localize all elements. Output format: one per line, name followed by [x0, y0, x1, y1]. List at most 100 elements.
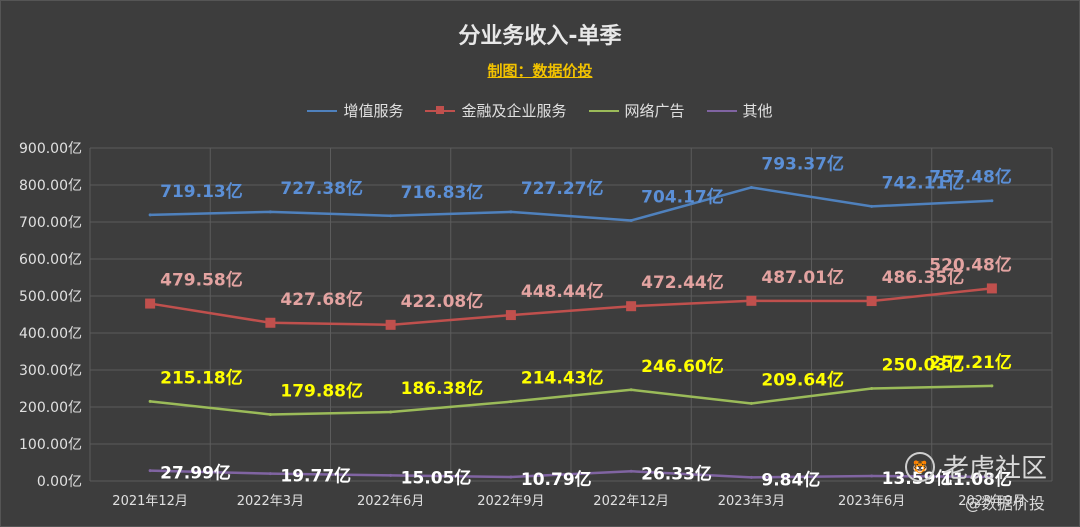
- legend-entry: 网络广告: [588, 100, 685, 121]
- data-point: [148, 469, 152, 473]
- data-label: 727.38亿: [280, 178, 363, 199]
- data-point: [268, 412, 272, 416]
- data-point: [509, 210, 513, 214]
- data-label: 727.27亿: [521, 178, 604, 199]
- y-tick-label: 800.00亿: [19, 178, 82, 194]
- data-label: 9.84亿: [761, 469, 820, 490]
- data-label: 10.79亿: [521, 469, 592, 490]
- y-tick-label: 300.00亿: [19, 363, 82, 379]
- x-tick-label: 2022年9月: [477, 494, 544, 509]
- legend-entry: 金融及企业服务: [425, 100, 567, 121]
- data-point: [870, 204, 874, 208]
- data-point: [148, 399, 152, 403]
- data-label: 422.08亿: [401, 291, 484, 312]
- data-label: 472.44亿: [641, 272, 724, 293]
- x-tick-label: 2023年3月: [718, 494, 785, 509]
- x-tick-label: 2022年12月: [593, 494, 669, 509]
- legend-label: 金融及企业服务: [461, 102, 567, 120]
- data-label: 719.13亿: [160, 181, 243, 202]
- data-label: 246.60亿: [641, 356, 724, 377]
- data-point: [389, 410, 393, 414]
- y-tick-label: 100.00亿: [19, 437, 82, 453]
- data-point: [629, 469, 633, 473]
- watermark-logo: 🐯 老虎社区: [905, 448, 1047, 485]
- data-point: [870, 386, 874, 390]
- data-label: 716.83亿: [401, 182, 484, 203]
- legend-label: 网络广告: [624, 102, 685, 120]
- data-label: 27.99亿: [160, 463, 231, 484]
- y-tick-label: 400.00亿: [19, 326, 82, 342]
- series-line: [149, 384, 992, 416]
- legend-swatch: [706, 109, 737, 112]
- data-label: 186.38亿: [401, 378, 484, 399]
- data-point: [148, 213, 152, 217]
- legend-swatch: [307, 109, 338, 112]
- data-label: 19.77亿: [280, 466, 351, 487]
- series-line: [150, 469, 992, 479]
- data-label: 257.21亿: [929, 352, 1012, 373]
- data-point: [629, 218, 633, 222]
- legend-swatch: [425, 105, 456, 114]
- legend-swatch: [588, 109, 619, 112]
- y-tick-label: 200.00亿: [19, 400, 82, 416]
- data-point: [749, 475, 753, 479]
- legend-entry: 其他: [706, 100, 773, 121]
- data-label: 742.11亿: [882, 172, 965, 193]
- data-point: [268, 210, 272, 214]
- x-tick-label: 2022年6月: [357, 494, 424, 509]
- data-label: 486.35亿: [882, 267, 965, 288]
- data-point: [505, 310, 516, 321]
- data-point: [265, 317, 276, 328]
- data-point: [509, 400, 513, 404]
- data-point: [990, 199, 994, 203]
- data-point: [746, 295, 757, 306]
- data-point: [749, 185, 753, 189]
- data-label: 757.48亿: [929, 167, 1012, 188]
- data-point: [749, 401, 753, 405]
- data-label: 215.18亿: [160, 367, 243, 388]
- data-point: [629, 388, 633, 392]
- legend-label: 增值服务: [343, 102, 404, 120]
- data-label: 26.33亿: [641, 463, 712, 484]
- y-tick-label: 700.00亿: [19, 215, 82, 231]
- legend-label: 其他: [742, 102, 773, 120]
- y-tick-label: 900.00亿: [19, 141, 82, 157]
- data-label: 427.68亿: [280, 289, 363, 310]
- data-label: 487.01亿: [761, 267, 844, 288]
- data-point: [509, 475, 513, 479]
- data-point: [986, 283, 997, 294]
- data-label: 520.48亿: [929, 254, 1012, 275]
- data-label: 179.88亿: [280, 380, 363, 401]
- watermark-brand: 老虎社区: [943, 454, 1048, 484]
- data-point: [990, 475, 994, 479]
- data-label: 793.37亿: [761, 153, 844, 174]
- data-point: [626, 301, 637, 312]
- data-point: [866, 296, 877, 307]
- chart-subtitle: 制图：数据价投: [487, 62, 593, 80]
- data-point: [389, 214, 393, 218]
- y-tick-label: 600.00亿: [19, 252, 82, 268]
- x-tick-label: 2023年6月: [838, 494, 905, 509]
- data-label: 704.17亿: [641, 186, 724, 207]
- y-tick-label: 0.00亿: [37, 474, 82, 490]
- data-point: [268, 472, 272, 476]
- chart-title: 分业务收入-单季: [458, 24, 622, 49]
- legend-entry: 增值服务: [307, 100, 403, 121]
- data-point: [990, 384, 994, 388]
- series-line: [150, 186, 992, 222]
- data-label: 214.43亿: [521, 368, 604, 389]
- data-label: 448.44亿: [521, 281, 604, 302]
- y-tick-label: 500.00亿: [19, 289, 82, 305]
- data-point: [870, 474, 874, 478]
- chart-legend: 增值服务 金融及企业服务 网络广告 其他: [0, 100, 1080, 121]
- x-tick-label: 2023年9月: [958, 494, 1025, 509]
- x-tick-label: 2021年12月: [112, 494, 188, 509]
- tiger-logo-icon: 🐯: [905, 451, 935, 482]
- legend-marker: [436, 105, 445, 114]
- data-label: 250.03亿: [882, 354, 965, 375]
- data-label: 11.08亿: [941, 469, 1012, 490]
- watermark-author: @数据价投: [965, 494, 1046, 513]
- data-point: [145, 298, 156, 309]
